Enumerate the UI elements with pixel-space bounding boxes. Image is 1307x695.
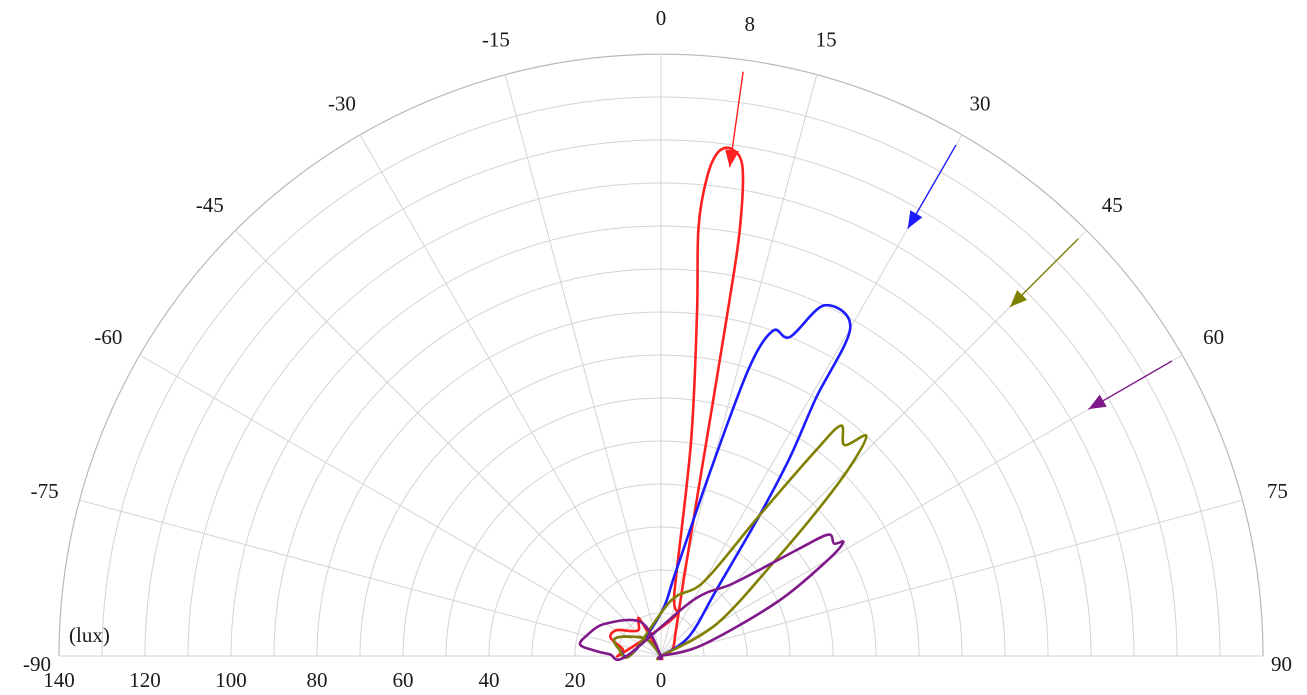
series-curve-1 <box>609 146 745 661</box>
angle-tick-label: -45 <box>196 193 224 217</box>
grid <box>58 53 1264 657</box>
grid-spoke--45 <box>234 229 662 657</box>
angle-tick-label: 75 <box>1267 479 1288 503</box>
grid-spoke--60 <box>139 354 662 657</box>
series-curves <box>578 146 868 661</box>
radius-tick-label: 20 <box>565 668 586 692</box>
angle-tick-label: 90 <box>1271 652 1292 676</box>
grid-spoke--30 <box>359 134 662 657</box>
incidence-arrowhead-1 <box>725 149 739 168</box>
angle-tick-label: -75 <box>31 479 59 503</box>
angle-tick-label: -15 <box>482 28 510 52</box>
radius-tick-label: 40 <box>479 668 500 692</box>
radius-tick-label: 140 <box>43 668 75 692</box>
axis-labels: -90 -75 -60 -45 -30 -15 0 15 30 45 60 75 90 8 140 120 10… <box>23 6 1292 692</box>
angle-tick-label-extra: 8 <box>745 12 756 36</box>
radius-tick-label: 0 <box>656 668 667 692</box>
radius-tick-label: 120 <box>129 668 161 692</box>
grid-spoke--15 <box>504 74 662 657</box>
angle-tick-label: -30 <box>328 91 356 115</box>
incidence-arrowhead-4 <box>1088 394 1107 410</box>
radius-tick-label: 60 <box>393 668 414 692</box>
incidence-arrows <box>725 71 1173 410</box>
angle-tick-label: -90 <box>23 652 51 676</box>
radius-tick-label: 80 <box>307 668 328 692</box>
angle-tick-label: -60 <box>94 325 122 349</box>
unit-label: (lux) <box>69 623 110 647</box>
incidence-arrowhead-2 <box>907 210 923 229</box>
angle-tick-label: 15 <box>816 28 837 52</box>
angle-tick-label: 45 <box>1102 193 1123 217</box>
angle-tick-label: 60 <box>1203 325 1224 349</box>
grid-spoke-75 <box>660 499 1243 657</box>
angle-tick-label: 30 <box>970 91 991 115</box>
angle-tick-label: 0 <box>656 6 667 30</box>
radius-tick-label: 100 <box>215 668 247 692</box>
grid-spoke--75 <box>79 499 662 657</box>
series-curve-4 <box>578 533 845 661</box>
series-curve-2 <box>612 303 852 660</box>
incidence-arrowhead-3 <box>1010 289 1028 307</box>
